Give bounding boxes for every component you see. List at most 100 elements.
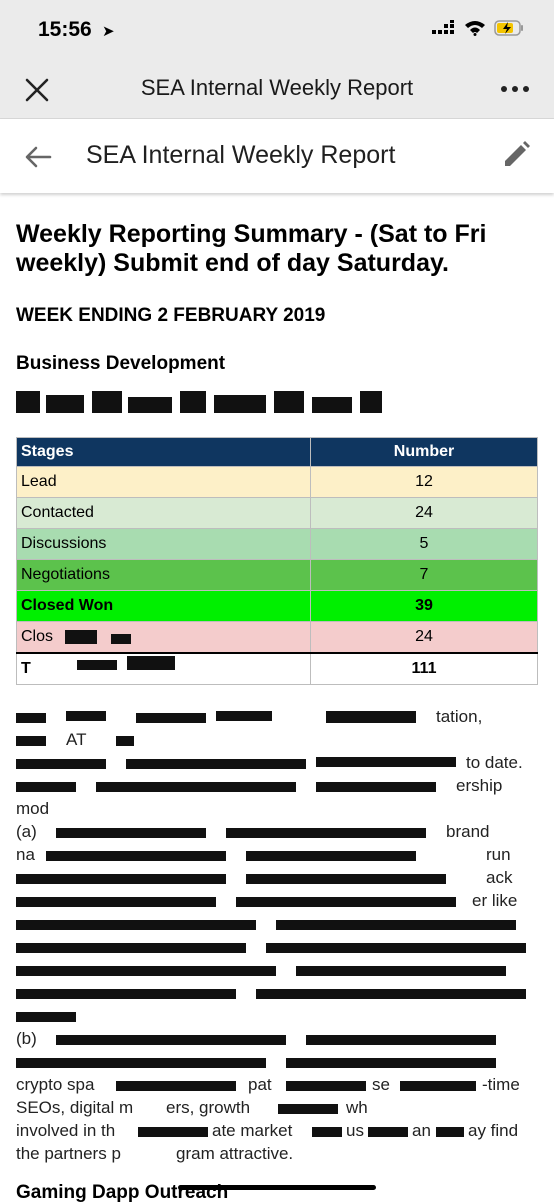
redaction-bar: [16, 391, 538, 413]
paragraph-line: mod: [16, 797, 538, 820]
paragraph-fragment: ay find: [468, 1121, 519, 1140]
location-arrow-icon: ➤: [102, 23, 115, 40]
paragraph-fragment: mod: [16, 799, 50, 818]
paragraph-fragment: an: [412, 1121, 431, 1140]
paragraph-line: er like: [16, 889, 538, 912]
paragraph-line: (a) brand: [16, 820, 538, 843]
paragraph-line: [16, 1004, 538, 1027]
paragraph-fragment: the partners p: [16, 1144, 121, 1163]
status-bar: 15:56 ➤: [0, 0, 554, 60]
paragraph-line: involved in th ate market us an ay find: [16, 1119, 538, 1142]
paragraph-fragment: na: [16, 845, 35, 864]
document-toolbar: SEA Internal Weekly Report: [0, 119, 554, 193]
paragraph-line: ership: [16, 774, 538, 797]
table-row: Contacted 24: [16, 497, 538, 529]
paragraph-line: crypto spa pat se -time: [16, 1073, 538, 1096]
battery-icon: [494, 20, 523, 36]
table-row: Clos 24: [16, 621, 538, 654]
paragraph-line: SEOs, digital m ers, growth wh: [16, 1096, 538, 1119]
paragraph-line: (b): [16, 1027, 538, 1050]
paragraph-line: [16, 912, 538, 935]
paragraph-fragment: ership: [456, 776, 503, 795]
header-stages: Stages: [16, 437, 311, 467]
paragraph-line: ack: [16, 866, 538, 889]
paragraph-line: [16, 958, 538, 981]
paragraph-line: [16, 981, 538, 1004]
stage-cell: Discussions: [16, 528, 311, 560]
paragraph-fragment: AT: [66, 730, 87, 749]
business-development-heading: Business Development: [16, 353, 226, 374]
paragraph-fragment: crypto spa: [16, 1075, 95, 1094]
number-cell: 39: [310, 590, 538, 622]
paragraph-fragment: SEOs, digital m: [16, 1098, 134, 1117]
paragraph-fragment: brand: [446, 822, 490, 841]
back-arrow-icon[interactable]: [22, 141, 54, 173]
signal-icon: [432, 20, 454, 34]
paragraph-fragment: er like: [472, 891, 518, 910]
header-number: Number: [310, 437, 538, 467]
table-row: Closed Won 39: [16, 590, 538, 622]
table-header-row: Stages Number: [16, 437, 538, 467]
stage-cell: Closed Won: [16, 590, 311, 622]
redaction-block: [127, 656, 175, 670]
close-icon[interactable]: [22, 72, 52, 106]
document-heading: Weekly Reporting Summary - (Sat to Fri w…: [16, 220, 487, 277]
number-cell: 5: [310, 528, 538, 560]
redaction-block: [65, 630, 97, 644]
document-body: Weekly Reporting Summary - (Sat to Fri w…: [0, 193, 554, 413]
stage-label: T: [21, 660, 31, 677]
paragraph-fragment: us: [346, 1121, 364, 1140]
edit-pencil-icon[interactable]: [500, 139, 532, 171]
app-top-bar: SEA Internal Weekly Report: [0, 60, 554, 119]
number-cell: 7: [310, 559, 538, 591]
status-time: 15:56: [38, 18, 92, 41]
redaction-block: [77, 660, 117, 670]
stages-table: Stages Number Lead 12 Contacted 24 Discu…: [16, 437, 538, 685]
table-row: T 111: [16, 652, 538, 685]
wifi-icon: [465, 21, 485, 36]
paragraph-line: tation,: [16, 705, 538, 728]
more-options-icon[interactable]: [498, 72, 532, 106]
table-row: Discussions 5: [16, 528, 538, 560]
stage-cell: Contacted: [16, 497, 311, 529]
paragraph-fragment: to date.: [466, 753, 523, 772]
paragraph-fragment: wh: [346, 1098, 368, 1117]
home-indicator[interactable]: [178, 1185, 376, 1190]
stage-cell: Lead: [16, 466, 311, 498]
redaction-block: [111, 634, 131, 644]
paragraph-fragment: (a): [16, 822, 37, 841]
paragraph-fragment: ers, growth: [166, 1098, 251, 1117]
redacted-paragraph: tation, AT to date. ership mod (a) brand…: [16, 705, 538, 1165]
paragraph-fragment: se: [372, 1075, 390, 1094]
week-ending-heading: WEEK ENDING 2 FEBRUARY 2019: [16, 305, 326, 326]
stage-label: Clos: [21, 628, 54, 645]
number-cell: 24: [310, 497, 538, 529]
paragraph-fragment: ack: [486, 868, 513, 887]
paragraph-fragment: pat: [248, 1075, 272, 1094]
paragraph-line: [16, 935, 538, 958]
paragraph-fragment: involved in th: [16, 1121, 116, 1140]
number-cell: 12: [310, 466, 538, 498]
paragraph-fragment: ate market: [212, 1121, 293, 1140]
stage-cell: T: [16, 652, 311, 685]
window-title: SEA Internal Weekly Report: [140, 75, 414, 100]
paragraph-line: na run: [16, 843, 538, 866]
paragraph-fragment: -time: [482, 1075, 520, 1094]
paragraph-fragment: run: [486, 845, 511, 864]
stage-cell: Negotiations: [16, 559, 311, 591]
table-row: Lead 12: [16, 466, 538, 498]
number-cell: 111: [310, 652, 538, 685]
paragraph-fragment: gram attractive.: [176, 1144, 294, 1163]
gaming-dapp-outreach-heading: Gaming Dapp Outreach: [16, 1182, 229, 1203]
paragraph-line: to date.: [16, 751, 538, 774]
stage-cell: Clos: [16, 621, 311, 654]
status-icons: [432, 20, 524, 36]
paragraph-line: AT: [16, 728, 538, 751]
paragraph-line: the partners p gram attractive.: [16, 1142, 538, 1165]
table-row: Negotiations 7: [16, 559, 538, 591]
paragraph-line: [16, 1050, 538, 1073]
paragraph-fragment: tation,: [436, 707, 483, 726]
number-cell: 24: [310, 621, 538, 654]
document-title: SEA Internal Weekly Report: [86, 141, 396, 169]
paragraph-fragment: (b): [16, 1029, 37, 1048]
